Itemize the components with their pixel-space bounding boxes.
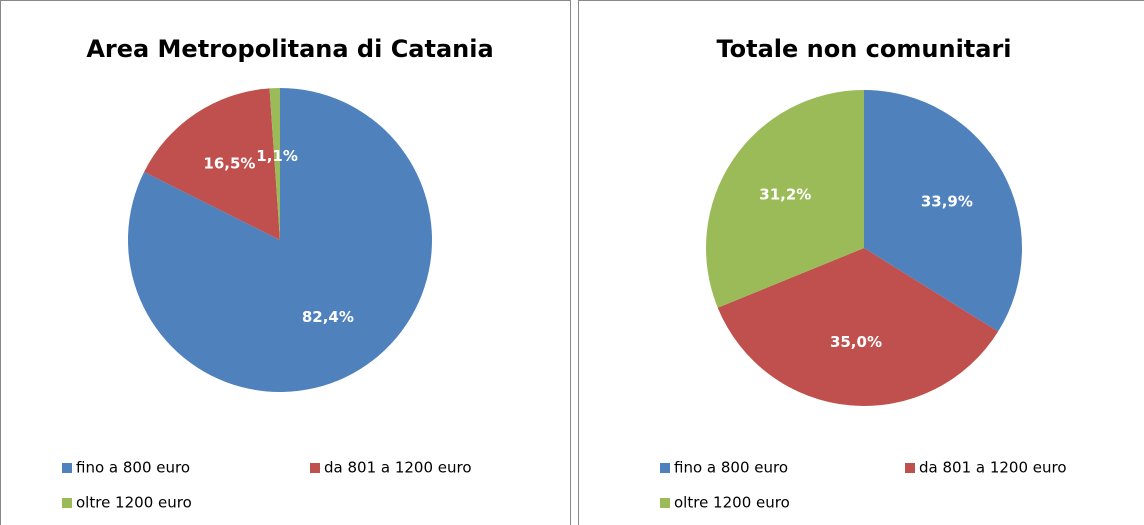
pie-slice xyxy=(269,88,280,240)
pie-slice xyxy=(717,248,999,406)
data-label: 35,0% xyxy=(830,333,882,351)
data-label: 16,5% xyxy=(203,155,255,173)
legend-label: da 801 a 1200 euro xyxy=(324,459,472,477)
legend-swatch xyxy=(310,463,320,473)
legend-label: fino a 800 euro xyxy=(76,459,190,477)
legend-label: oltre 1200 euro xyxy=(76,494,192,512)
pie-slice xyxy=(128,88,433,393)
legend-label: da 801 a 1200 euro xyxy=(919,459,1067,477)
legend-swatch xyxy=(62,498,72,508)
legend-swatch xyxy=(905,463,915,473)
chart-title: Area Metropolitana di Catania xyxy=(86,35,493,63)
data-label: 82,4% xyxy=(302,308,354,326)
pie-slice xyxy=(705,90,864,308)
data-label: 1,1% xyxy=(256,147,298,165)
legend-swatch xyxy=(660,498,670,508)
data-label: 31,2% xyxy=(759,186,811,204)
legend-label: fino a 800 euro xyxy=(674,459,788,477)
data-label: 33,9% xyxy=(921,192,973,210)
pie-slice xyxy=(144,88,280,240)
chart-title: Totale non comunitari xyxy=(716,35,1011,63)
legend-swatch xyxy=(660,463,670,473)
pie-slice xyxy=(864,90,1022,332)
legend-label: oltre 1200 euro xyxy=(674,494,790,512)
legend-swatch xyxy=(62,463,72,473)
